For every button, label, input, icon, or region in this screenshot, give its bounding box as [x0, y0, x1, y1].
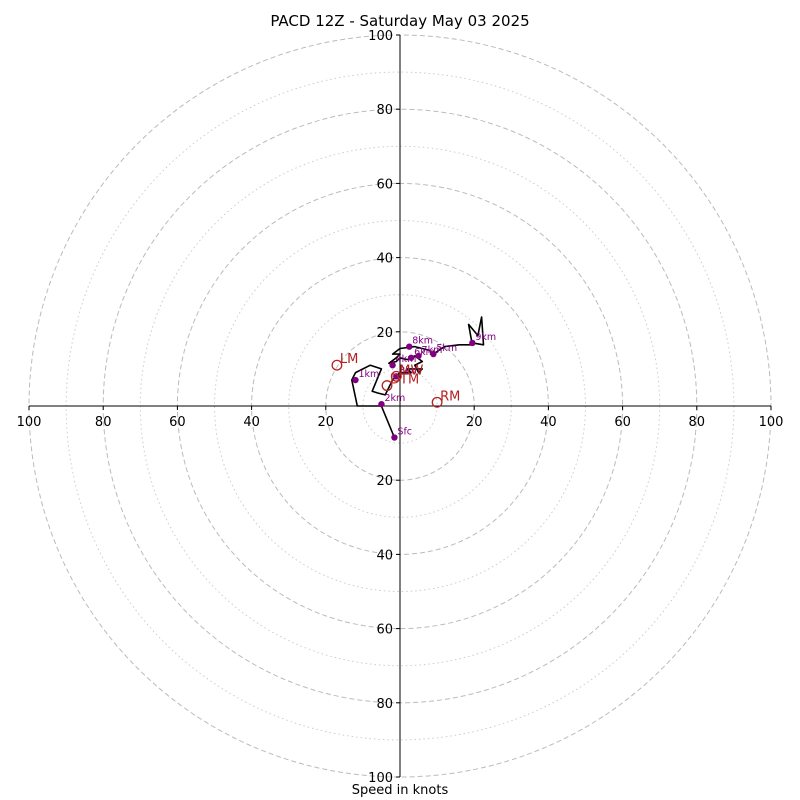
height-marker-label-8km: 8km	[412, 336, 433, 347]
y-tick-label-bottom-40: 40	[376, 548, 393, 563]
height-marker-dot-7km	[415, 352, 422, 360]
height-marker-label-7km: 7km	[422, 345, 443, 356]
storm-motion-label-MW: MW	[399, 363, 423, 378]
x-tick-label-left-80: 80	[95, 415, 112, 430]
x-tick-label-left-60: 60	[169, 415, 186, 430]
height-marker-label-9km: 9km	[475, 332, 496, 343]
y-tick-label-top-40: 40	[376, 252, 393, 267]
height-marker-dot-3km	[393, 373, 400, 380]
y-tick-label-bottom-100: 100	[368, 771, 393, 786]
x-tick-label-right-40: 40	[540, 415, 557, 430]
height-marker-label-Sfc: Sfc	[397, 427, 412, 438]
height-marker-label-4km: 4km	[396, 354, 417, 365]
height-marker-label-1km: 1km	[358, 369, 379, 380]
height-marker-dot-8km	[406, 343, 413, 350]
tick-labels: 100 80 60 40 20 20 40 60 80 100 20 40 60 80 100 20 40 60 8…	[17, 29, 784, 786]
height-marker-dot-5km	[430, 350, 437, 358]
y-tick-label-top-60: 60	[376, 177, 393, 192]
y-tick-label-bottom-80: 80	[376, 697, 393, 712]
axes	[29, 35, 771, 777]
height-marker-dot-6km	[407, 354, 415, 361]
height-marker-label-3km: 3km	[399, 365, 420, 376]
storm-motion-label-DTM: DTM	[390, 373, 419, 388]
x-tick-label-right-80: 80	[689, 415, 706, 430]
y-tick-label-bottom-20: 20	[376, 474, 393, 489]
y-tick-label-bottom-60: 60	[376, 623, 393, 638]
hodograph-trace	[351, 316, 485, 438]
height-marker-dot-Sfc	[391, 434, 398, 441]
height-marker-label-6km: 6km	[414, 347, 435, 358]
height-marker-label-5km: 5km	[436, 343, 457, 354]
height-marker-dot-2km	[378, 400, 385, 408]
storm-motion-label-RM: RM	[440, 389, 460, 404]
hodograph-line-0	[351, 316, 485, 438]
storm-motion-marker-DTM	[381, 380, 393, 392]
height-marker-dot-1km	[352, 376, 359, 384]
x-tick-label-right-100: 100	[759, 415, 784, 430]
y-tick-label-top-20: 20	[376, 326, 393, 341]
x-tick-label-left-100: 100	[17, 415, 42, 430]
y-tick-label-top-80: 80	[376, 103, 393, 118]
storm-motion-marker-RM	[431, 396, 443, 408]
height-marker-dot-4km	[389, 361, 396, 369]
height-marker-dot-9km	[469, 339, 476, 347]
storm-motion-label-LM: LM	[340, 352, 358, 367]
y-tick-label-top-100: 100	[368, 29, 393, 44]
x-tick-label-left-40: 40	[243, 415, 260, 430]
x-axis-label: Speed in knots	[351, 783, 449, 798]
storm-motion-marker-LM	[331, 359, 343, 371]
x-tick-label-right-60: 60	[614, 415, 631, 430]
storm-motion-marker-MW	[390, 370, 402, 382]
x-tick-label-left-20: 20	[318, 415, 335, 430]
chart-title: PACD 12Z - Saturday May 03 2025	[270, 12, 530, 30]
x-tick-label-right-20: 20	[466, 415, 483, 430]
height-marker-label-2km: 2km	[384, 393, 405, 404]
